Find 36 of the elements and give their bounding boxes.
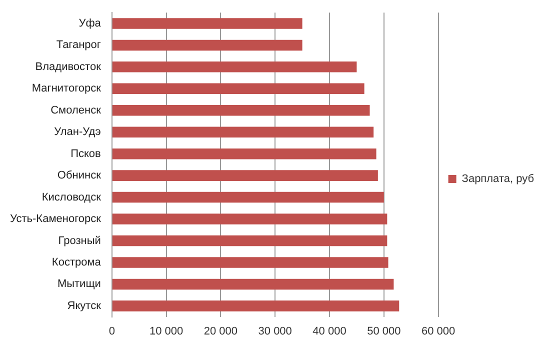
x-tick-label: 10 000 <box>149 325 184 338</box>
bar <box>112 40 302 51</box>
bar <box>112 278 394 290</box>
x-tick-label: 40 000 <box>312 325 346 338</box>
y-tick-label: Улан-Удэ <box>54 126 102 138</box>
y-tick-label: Магнитогорск <box>32 82 102 95</box>
y-tick-label: Кисловодск <box>42 191 102 204</box>
bar <box>112 148 376 160</box>
bar <box>112 214 388 224</box>
x-tick-label: 60 000 <box>421 325 456 338</box>
y-tick-label: Усть-Каменогорск <box>10 213 102 226</box>
bar <box>112 83 364 94</box>
y-tick-label: Грозный <box>58 234 101 247</box>
x-tick-label: 30 000 <box>258 325 292 338</box>
bar <box>112 257 388 268</box>
bar <box>112 192 384 203</box>
bar <box>112 105 370 116</box>
y-tick-label: Обнинск <box>57 170 102 182</box>
x-tick-label: 20 000 <box>204 325 238 338</box>
y-tick-label: Псков <box>70 148 102 160</box>
y-tick-label: Якутск <box>67 300 102 312</box>
y-tick-label: Таганрог <box>56 39 101 52</box>
y-tick-label: Уфа <box>78 17 102 30</box>
bar <box>112 300 400 312</box>
y-tick-label: Кострома <box>52 256 102 269</box>
bar <box>112 170 378 181</box>
bar <box>112 126 374 138</box>
bar <box>112 62 357 72</box>
legend-label: Зарплата, руб <box>462 173 534 186</box>
y-tick-label: Смоленск <box>50 104 102 116</box>
x-tick-label: 0 <box>108 325 115 338</box>
y-tick-label: Мытищи <box>57 278 101 290</box>
y-tick-label: Владивосток <box>35 60 102 73</box>
bar <box>112 235 388 246</box>
bar <box>112 18 302 29</box>
x-tick-label: 50 000 <box>367 325 401 338</box>
